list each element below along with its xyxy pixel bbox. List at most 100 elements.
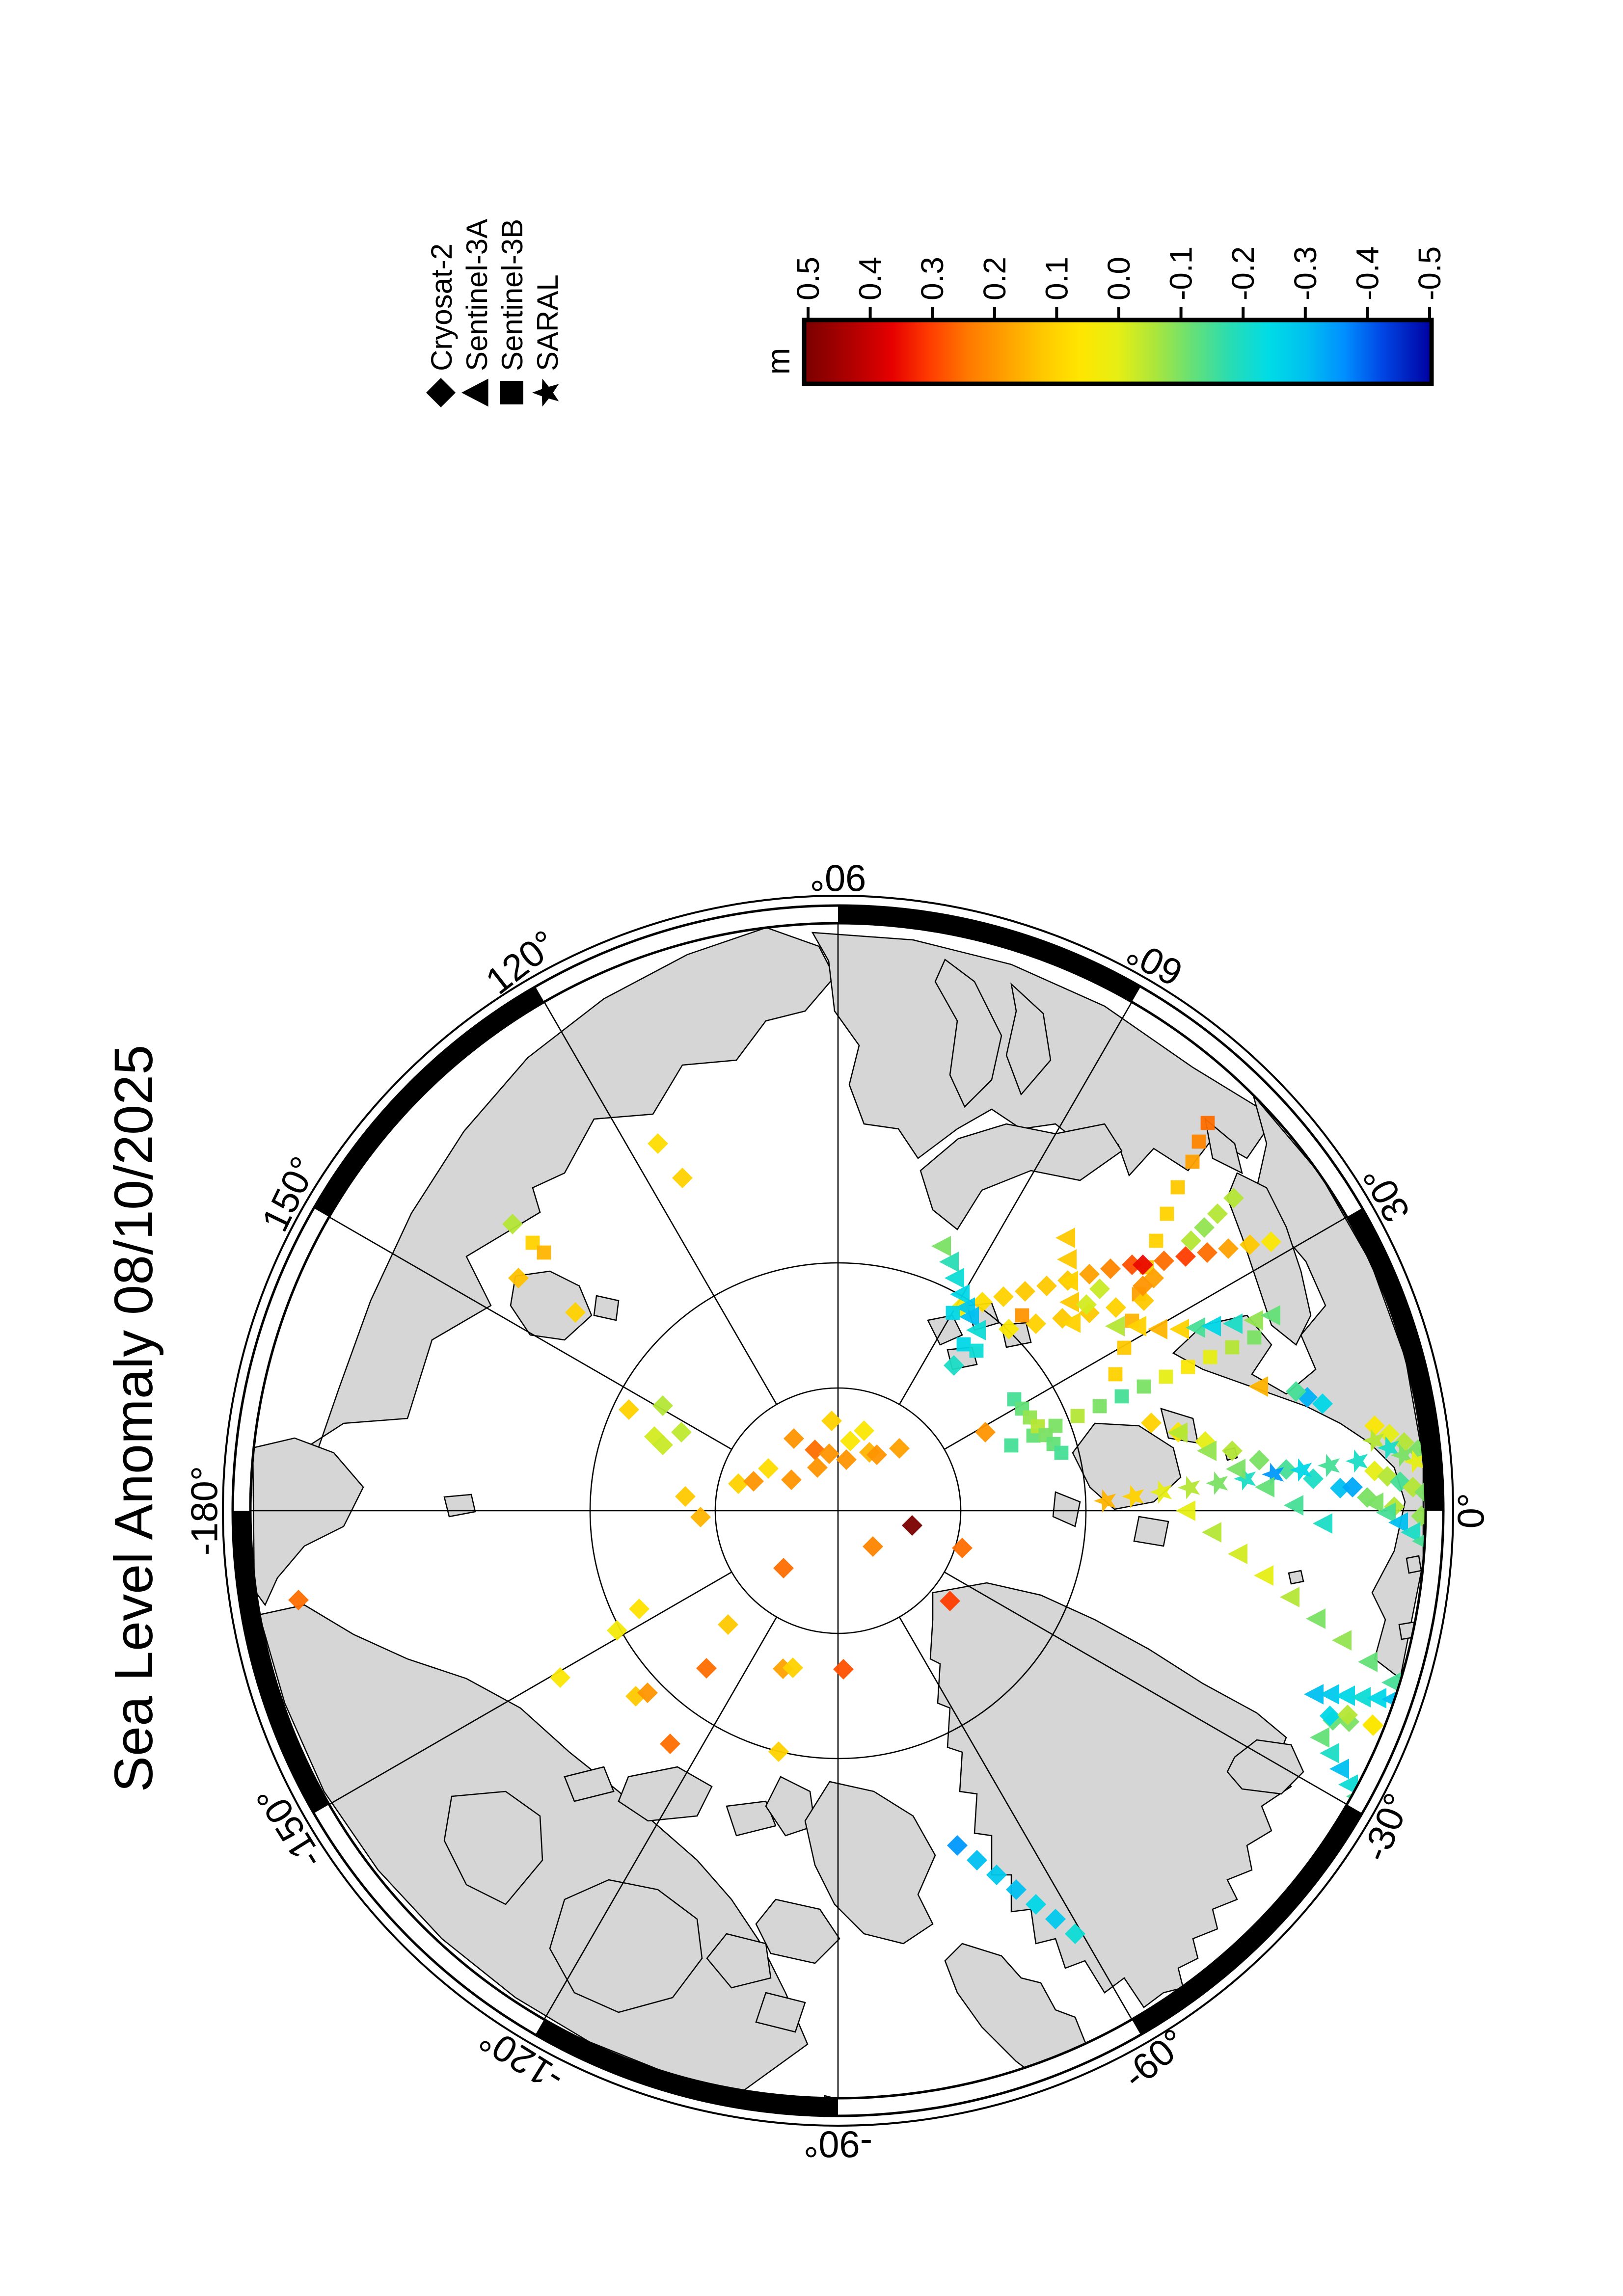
- triangle-icon: [461, 378, 488, 407]
- data-point-diamond: [889, 1438, 910, 1459]
- data-point-diamond: [1276, 1459, 1297, 1480]
- data-point-triangle: [1261, 1305, 1281, 1326]
- longitude-label: -180°: [184, 1466, 226, 1556]
- data-point-diamond: [629, 1599, 649, 1619]
- longitude-label: -60°: [1115, 2021, 1194, 2097]
- longitude-label: -30°: [1354, 1788, 1418, 1867]
- data-point-diamond: [1312, 1393, 1333, 1414]
- data-point-diamond: [508, 1268, 529, 1288]
- longitude-label: 120°: [478, 922, 565, 1003]
- data-point-triangle: [1304, 1684, 1324, 1705]
- data-point-square: [537, 1245, 551, 1260]
- data-point-square: [1114, 1389, 1129, 1404]
- data-point-square: [956, 1337, 971, 1352]
- data-point-diamond: [637, 1682, 658, 1703]
- data-point-triangle: [939, 1252, 959, 1272]
- data-point-diamond: [1141, 1413, 1162, 1433]
- data-point-diamond: [993, 1286, 1014, 1307]
- data-point-diamond: [1240, 1234, 1260, 1255]
- colorbar-tick: [993, 307, 996, 320]
- data-point-triangle: [1351, 1687, 1371, 1708]
- data-point-diamond: [288, 1590, 309, 1610]
- data-point-star: [1377, 1436, 1400, 1460]
- square-icon: [500, 381, 523, 404]
- data-point-triangle: [1306, 1608, 1326, 1629]
- data-point-square: [1160, 1206, 1174, 1221]
- data-point-diamond: [718, 1614, 738, 1635]
- data-point-diamond: [947, 1835, 968, 1856]
- data-point-triangle: [1057, 1249, 1077, 1270]
- data-point-diamond: [1197, 1242, 1217, 1263]
- data-point-diamond: [1076, 1294, 1097, 1315]
- data-point-star: [1262, 1463, 1284, 1486]
- data-point-diamond: [1015, 1281, 1035, 1302]
- data-point-diamond: [1006, 1879, 1027, 1900]
- land-jan-mayen: [1288, 1570, 1304, 1585]
- data-point-diamond: [675, 1486, 696, 1507]
- land-melville-island: [618, 1766, 713, 1822]
- colorbar-tick: [1242, 307, 1245, 320]
- frame-black-segment: [1132, 1804, 1362, 2035]
- data-point-diamond: [1394, 1432, 1414, 1453]
- data-point-diamond: [758, 1458, 779, 1479]
- data-point-diamond: [1411, 1506, 1426, 1526]
- land-banks-island: [443, 1790, 543, 1905]
- colorbar-gradient: [802, 318, 1434, 386]
- data-point-triangle: [1335, 1685, 1355, 1706]
- data-point-square: [946, 1306, 960, 1320]
- data-point-triangle: [945, 1268, 965, 1288]
- data-point-triangle: [1310, 1727, 1330, 1748]
- land-prince-of-wales: [755, 1992, 806, 2033]
- data-point-star: [1206, 1471, 1228, 1495]
- data-point-triangle: [1169, 1319, 1190, 1339]
- polar-map: 90°120°150°-180°-150°-120°-90°-60°-30°0°…: [184, 857, 1492, 2165]
- data-point-diamond: [863, 1536, 883, 1557]
- data-point-square: [1247, 1330, 1262, 1345]
- data-point-diamond: [1286, 1381, 1306, 1402]
- frame-outer-circle: [222, 895, 1454, 2127]
- data-point-diamond: [1026, 1894, 1046, 1915]
- data-point-triangle: [1244, 1310, 1264, 1331]
- data-point-square: [525, 1235, 540, 1250]
- colorbar-tick-label: 0.3: [915, 257, 950, 300]
- legend-label: Sentinel-3A: [460, 219, 493, 371]
- data-point-diamond: [1342, 1477, 1363, 1497]
- data-point-diamond: [728, 1473, 749, 1494]
- data-point-triangle: [1197, 1441, 1217, 1461]
- land-iceland: [1226, 1739, 1304, 1795]
- data-point-triangle: [959, 1307, 979, 1327]
- colorbar-tick: [1303, 307, 1307, 320]
- diamond-icon: [426, 378, 456, 407]
- data-point-triangle: [931, 1236, 951, 1256]
- data-point-diamond: [1181, 1230, 1201, 1251]
- data-point-triangle: [1105, 1316, 1125, 1336]
- data-point-triangle: [1376, 1502, 1396, 1523]
- colorbar-tick-label: -0.3: [1288, 246, 1323, 300]
- data-point-diamond: [1249, 1450, 1270, 1470]
- data-point-star: [1150, 1480, 1172, 1504]
- data-point-diamond: [652, 1435, 673, 1455]
- data-point-diamond: [1106, 1297, 1126, 1318]
- data-point-triangle: [1186, 1317, 1206, 1338]
- data-point-triangle: [1228, 1544, 1248, 1564]
- meridian-line: [944, 1571, 1348, 1805]
- data-point-diamond: [1223, 1188, 1244, 1208]
- colorbar-tick-label: 0.2: [977, 257, 1012, 300]
- data-point-diamond: [1089, 1279, 1110, 1299]
- data-point-diamond: [781, 1469, 802, 1490]
- land-novaya-zemlya: [1226, 1172, 1312, 1346]
- page-title: Sea Level Anomaly 08/10/2025: [104, 1045, 164, 1792]
- data-point-triangle: [1284, 1495, 1304, 1516]
- colorbar-tick-labels: 0.5 0.4 0.3 0.2 0.1 0.0 -0.1 -0.2 -0.3 -0.4 -0.5: [790, 246, 1447, 300]
- data-point-triangle: [1364, 1493, 1384, 1513]
- colorbar-tick-label: 0.5: [790, 257, 826, 300]
- data-point-triangle: [950, 1284, 970, 1305]
- land-siberia: [252, 927, 836, 1461]
- colorbar-tick: [807, 307, 810, 320]
- land-severnaya-zemlya-east: [1005, 982, 1052, 1096]
- data-point-diamond: [660, 1734, 680, 1754]
- land-axel-heiberg: [765, 1776, 816, 1837]
- data-point-triangle: [1332, 1630, 1352, 1651]
- land-parry-islands: [726, 1800, 777, 1837]
- data-point-square: [1108, 1367, 1123, 1382]
